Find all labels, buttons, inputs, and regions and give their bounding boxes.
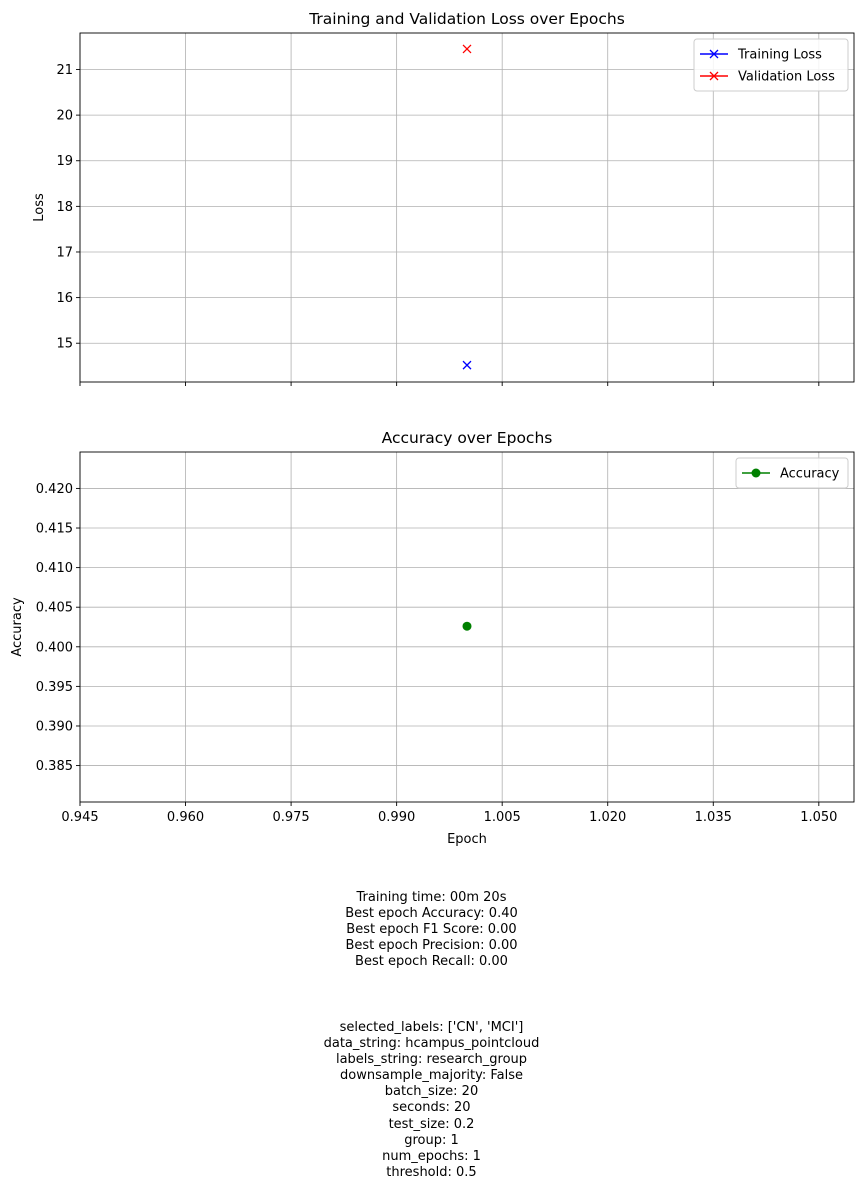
param-line: seconds: 20 — [392, 1100, 471, 1116]
accuracy-x-tick-label: 0.945 — [61, 810, 98, 825]
loss-axes-frame — [79, 32, 855, 383]
summary-line: Best epoch F1 Score: 0.00 — [346, 922, 517, 938]
loss-legend-label: Training Loss — [737, 48, 822, 63]
param-line: threshold: 0.5 — [386, 1164, 477, 1180]
accuracy-y-tick-label: 0.390 — [36, 719, 73, 734]
param-line: downsample_majority: False — [340, 1068, 523, 1084]
accuracy-y-tick-label: 0.420 — [36, 482, 73, 497]
loss-y-axis-label: Loss — [32, 193, 47, 222]
loss-chart-title: Training and Validation Loss over Epochs — [308, 10, 625, 28]
summary-line: Best epoch Accuracy: 0.40 — [345, 906, 518, 922]
loss-y-tick-label: 16 — [56, 291, 73, 306]
loss-y-tick-label: 21 — [56, 63, 73, 78]
accuracy-y-tick-label: 0.395 — [36, 680, 73, 695]
training-summary: Training time: 00m 20s Best epoch Accura… — [0, 890, 863, 970]
param-line: labels_string: research_group — [335, 1052, 528, 1068]
loss-legend-label: Validation Loss — [738, 70, 835, 85]
accuracy-y-axis-label: Accuracy — [10, 597, 25, 657]
loss-data-point — [462, 360, 472, 370]
accuracy-x-tick-label: 0.990 — [378, 810, 415, 825]
accuracy-legend-marker — [751, 468, 761, 478]
summary-line: Training time: 00m 20s — [356, 890, 507, 905]
loss-y-tick-label: 19 — [56, 154, 73, 169]
accuracy-legend-label: Accuracy — [780, 467, 840, 482]
param-line: test_size: 0.2 — [388, 1116, 475, 1132]
accuracy-x-tick-label: 1.050 — [800, 810, 837, 825]
run-parameters: selected_labels: ['CN', 'MCI'] data_stri… — [0, 1020, 863, 1181]
loss-y-tick-label: 20 — [56, 109, 73, 124]
loss-data-point — [462, 44, 472, 54]
loss-legend-box — [693, 38, 849, 92]
accuracy-y-tick-label: 0.415 — [36, 522, 73, 537]
accuracy-x-tick-label: 1.020 — [589, 810, 626, 825]
loss-y-tick-label: 15 — [56, 337, 73, 352]
accuracy-data-point — [462, 621, 472, 631]
accuracy-y-tick-label: 0.400 — [36, 640, 73, 655]
accuracy-chart-title: Accuracy over Epochs — [382, 429, 553, 447]
accuracy-x-axis-label: Epoch — [447, 832, 487, 847]
accuracy-axes-frame — [79, 451, 855, 803]
loss-legend-marker — [709, 49, 719, 59]
param-line: num_epochs: 1 — [382, 1148, 481, 1164]
loss-legend-marker — [709, 71, 719, 81]
accuracy-x-tick-label: 1.005 — [484, 810, 521, 825]
loss-y-tick-label: 17 — [56, 245, 73, 260]
param-line: group: 1 — [404, 1132, 459, 1148]
accuracy-x-tick-label: 0.975 — [272, 810, 309, 825]
accuracy-y-tick-label: 0.405 — [36, 601, 73, 616]
loss-y-tick-label: 18 — [56, 200, 73, 215]
param-line: data_string: hcampus_pointcloud — [323, 1036, 540, 1052]
accuracy-legend-box — [735, 457, 849, 489]
accuracy-y-tick-label: 0.385 — [36, 759, 73, 774]
summary-line: Best epoch Recall: 0.00 — [355, 954, 508, 970]
summary-line: Best epoch Precision: 0.00 — [345, 938, 518, 954]
accuracy-x-tick-label: 0.960 — [167, 810, 204, 825]
param-line: batch_size: 20 — [384, 1084, 479, 1100]
accuracy-y-tick-label: 0.410 — [36, 561, 73, 576]
accuracy-x-tick-label: 1.035 — [695, 810, 732, 825]
param-line: selected_labels: ['CN', 'MCI'] — [339, 1020, 524, 1035]
